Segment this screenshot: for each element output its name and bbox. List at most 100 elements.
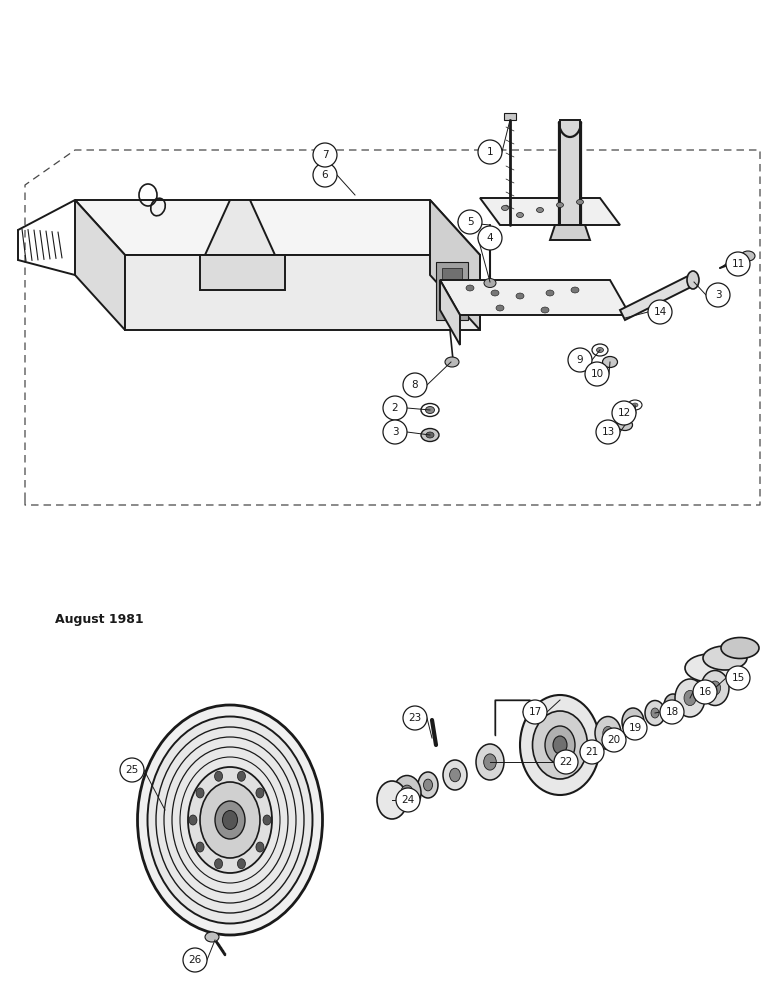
Ellipse shape [645, 700, 665, 726]
Ellipse shape [496, 305, 504, 311]
Ellipse shape [421, 403, 439, 416]
Ellipse shape [628, 716, 638, 728]
Ellipse shape [393, 776, 421, 810]
Ellipse shape [602, 357, 618, 367]
Text: 25: 25 [125, 765, 139, 775]
Circle shape [313, 143, 337, 167]
Ellipse shape [592, 344, 608, 356]
Ellipse shape [476, 744, 504, 780]
Ellipse shape [188, 767, 272, 873]
Text: 2: 2 [391, 403, 398, 413]
Ellipse shape [215, 771, 222, 781]
Circle shape [554, 750, 578, 774]
Ellipse shape [256, 788, 264, 798]
Ellipse shape [424, 779, 432, 791]
Polygon shape [504, 113, 516, 120]
Ellipse shape [533, 711, 587, 779]
Ellipse shape [597, 348, 604, 353]
Ellipse shape [484, 278, 496, 288]
Ellipse shape [425, 406, 435, 414]
Text: 26: 26 [188, 955, 201, 965]
Text: 13: 13 [601, 427, 615, 437]
Ellipse shape [147, 716, 313, 924]
Text: 21: 21 [585, 747, 598, 757]
Circle shape [478, 140, 502, 164]
Polygon shape [75, 200, 480, 255]
Ellipse shape [553, 736, 567, 754]
Text: 15: 15 [731, 673, 745, 683]
Circle shape [596, 420, 620, 444]
Polygon shape [75, 200, 125, 330]
Ellipse shape [545, 726, 575, 764]
Ellipse shape [701, 670, 729, 706]
Ellipse shape [466, 285, 474, 291]
Ellipse shape [502, 206, 509, 211]
Text: 18: 18 [665, 707, 679, 717]
Ellipse shape [200, 782, 260, 858]
Text: 22: 22 [560, 757, 573, 767]
Ellipse shape [222, 810, 238, 830]
Ellipse shape [595, 716, 621, 750]
Circle shape [478, 226, 502, 250]
Ellipse shape [685, 654, 735, 682]
Ellipse shape [256, 842, 264, 852]
Ellipse shape [537, 208, 543, 213]
Ellipse shape [669, 701, 676, 709]
Ellipse shape [263, 815, 271, 825]
Polygon shape [436, 262, 468, 320]
Circle shape [120, 758, 144, 782]
Text: 6: 6 [322, 170, 328, 180]
Text: 12: 12 [618, 408, 631, 418]
Ellipse shape [189, 815, 197, 825]
Polygon shape [480, 198, 620, 225]
Ellipse shape [709, 681, 720, 695]
Circle shape [580, 740, 604, 764]
Circle shape [523, 700, 547, 724]
Ellipse shape [687, 271, 699, 289]
Circle shape [623, 716, 647, 740]
Ellipse shape [238, 859, 245, 869]
Polygon shape [440, 280, 630, 315]
Ellipse shape [741, 251, 755, 261]
Ellipse shape [541, 307, 549, 313]
Polygon shape [205, 200, 275, 255]
Text: 8: 8 [411, 380, 418, 390]
Text: 19: 19 [628, 723, 642, 733]
Circle shape [383, 420, 407, 444]
Circle shape [568, 348, 592, 372]
Ellipse shape [651, 708, 659, 718]
Ellipse shape [571, 287, 579, 293]
Circle shape [693, 680, 717, 704]
Circle shape [313, 163, 337, 187]
Ellipse shape [421, 428, 439, 442]
Text: 11: 11 [731, 259, 745, 269]
Text: 17: 17 [528, 707, 542, 717]
Ellipse shape [205, 932, 219, 942]
Text: 1: 1 [486, 147, 493, 157]
Polygon shape [200, 255, 285, 290]
Ellipse shape [401, 785, 413, 801]
Polygon shape [442, 268, 462, 314]
Ellipse shape [664, 694, 682, 716]
Ellipse shape [484, 754, 496, 770]
Polygon shape [620, 275, 695, 320]
Ellipse shape [238, 771, 245, 781]
Circle shape [383, 396, 407, 420]
Polygon shape [560, 120, 580, 225]
Ellipse shape [196, 788, 204, 798]
Text: August 1981: August 1981 [55, 613, 144, 626]
Circle shape [706, 283, 730, 307]
Circle shape [396, 788, 420, 812]
Ellipse shape [684, 690, 696, 706]
Polygon shape [440, 280, 460, 345]
Ellipse shape [703, 646, 747, 670]
Ellipse shape [516, 293, 524, 299]
Ellipse shape [618, 420, 632, 430]
Ellipse shape [426, 432, 434, 438]
Text: 14: 14 [653, 307, 667, 317]
Circle shape [726, 666, 750, 690]
Circle shape [403, 706, 427, 730]
Ellipse shape [491, 290, 499, 296]
Circle shape [585, 362, 609, 386]
Text: 24: 24 [401, 795, 415, 805]
